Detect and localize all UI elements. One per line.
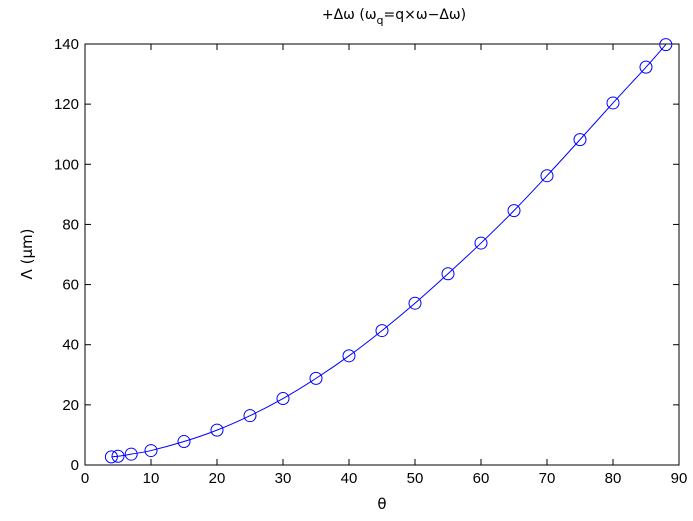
y-tick-label: 140 (54, 36, 79, 53)
chart-title-main: +Δω (ω (322, 7, 377, 23)
data-point (659, 38, 673, 52)
chart-title-subscript: q (377, 14, 384, 27)
series-markers (104, 38, 673, 464)
x-tick-label: 30 (275, 470, 292, 487)
data-point (573, 133, 587, 147)
x-tick-label: 80 (605, 470, 622, 487)
x-tick-label: 70 (539, 470, 556, 487)
data-point (144, 444, 158, 458)
y-axis-label: Λ (μm) (18, 229, 36, 280)
data-point (124, 447, 138, 461)
data-point (104, 450, 118, 464)
series-line (111, 44, 667, 458)
y-tick-label: 100 (54, 156, 79, 173)
x-tick-label: 40 (341, 470, 358, 487)
y-tick-label: 120 (54, 96, 79, 113)
data-point (375, 324, 389, 338)
x-tick-label: 90 (671, 470, 688, 487)
plot-area (84, 43, 680, 466)
data-point (111, 449, 125, 463)
data-point (639, 60, 653, 74)
x-tick-label: 20 (209, 470, 226, 487)
data-point (540, 169, 554, 183)
y-tick-label: 60 (62, 277, 79, 294)
x-axis: 0 10 20 30 40 50 60 70 80 90 (81, 44, 688, 487)
data-point (342, 349, 356, 363)
y-tick-label: 20 (62, 397, 79, 414)
y-axis: 0 20 40 60 80 100 120 140 (54, 36, 679, 474)
data-point (441, 267, 455, 281)
data-point (507, 204, 521, 218)
chart-title: +Δω (ωq=q×ω−Δω) (322, 7, 466, 27)
x-tick-label: 60 (473, 470, 490, 487)
chart-title-rest: =q×ω−Δω) (384, 7, 467, 23)
data-point (606, 96, 620, 110)
x-tick-label: 10 (143, 470, 160, 487)
data-point (243, 409, 257, 423)
y-tick-label: 40 (62, 337, 79, 354)
data-point (408, 296, 422, 310)
y-tick-label: 0 (71, 457, 79, 474)
x-axis-label: θ (377, 495, 386, 513)
y-tick-label: 80 (62, 216, 79, 233)
data-point (276, 392, 290, 406)
data-point (177, 435, 191, 449)
data-point (210, 423, 224, 437)
data-point (309, 371, 323, 385)
x-tick-label: 0 (81, 470, 89, 487)
x-tick-label: 50 (407, 470, 424, 487)
data-point (474, 236, 488, 250)
